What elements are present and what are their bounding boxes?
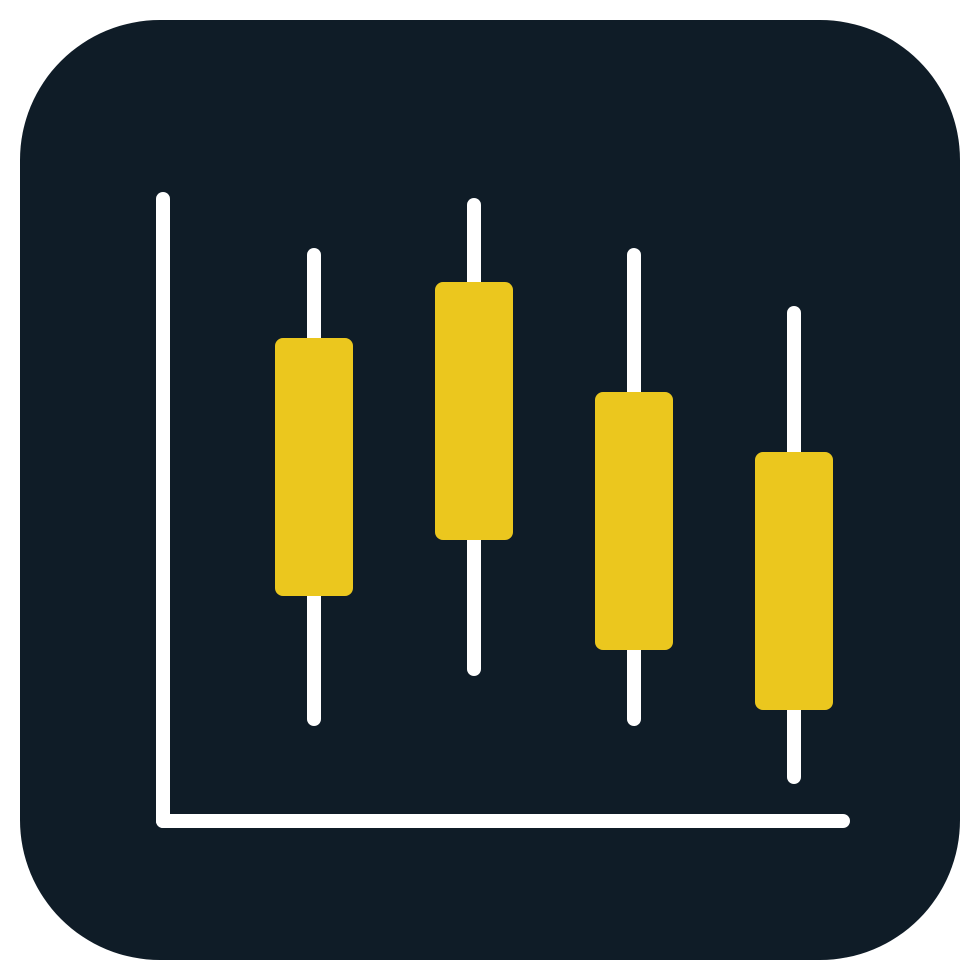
candle-body — [755, 452, 833, 710]
candlestick-chart-icon — [20, 20, 960, 960]
candle-body — [435, 282, 513, 540]
candle-body — [595, 392, 673, 650]
candle-3 — [595, 192, 673, 828]
candle-2 — [435, 192, 513, 828]
y-axis — [156, 192, 170, 828]
candle-1 — [275, 192, 353, 828]
candle-body — [275, 338, 353, 596]
candle-4 — [755, 192, 833, 828]
chart-area — [156, 192, 850, 828]
